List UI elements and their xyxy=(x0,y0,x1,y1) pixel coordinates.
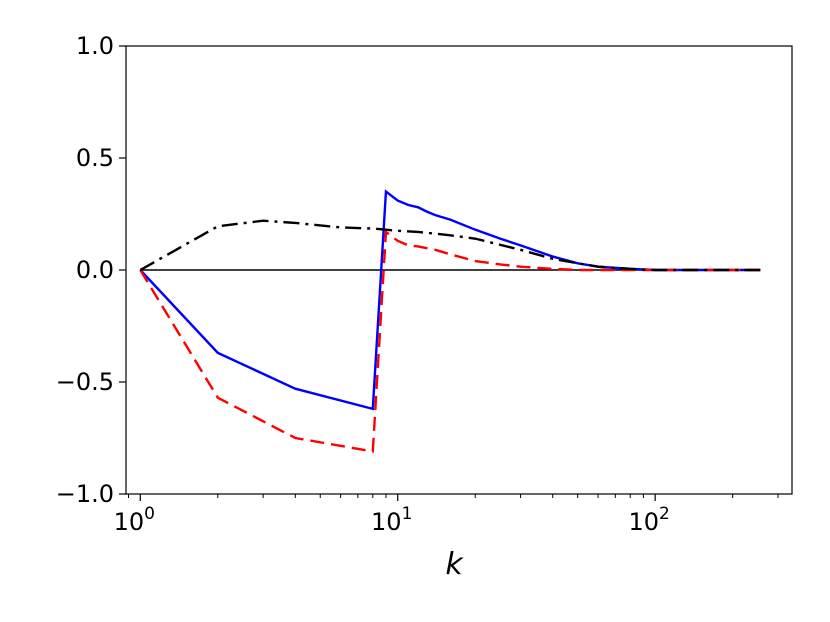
series-line-3-dashdot xyxy=(139,219,761,272)
y-tick-label: −1.0 xyxy=(56,480,114,508)
x-tick-label: 100 xyxy=(114,504,155,536)
series-line-2-dashed xyxy=(139,229,761,453)
x-axis: 100 101 102 xyxy=(114,494,779,536)
x-axis-label: k xyxy=(445,547,464,582)
y-tick-label: 0.5 xyxy=(76,144,114,172)
x-tick-label: 101 xyxy=(371,504,412,536)
y-tick-label: −0.5 xyxy=(56,368,114,396)
y-axis: −1.0 −0.5 0.0 0.5 1.0 xyxy=(56,32,126,508)
y-tick-label: 0.0 xyxy=(76,256,114,284)
series-layer xyxy=(139,189,761,453)
x-tick-label: 102 xyxy=(628,504,669,536)
y-tick-label: 1.0 xyxy=(76,32,114,60)
